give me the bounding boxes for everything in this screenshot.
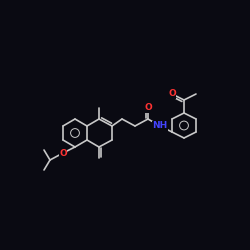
Text: NH: NH bbox=[152, 122, 168, 130]
Text: O: O bbox=[168, 90, 176, 98]
Text: O: O bbox=[144, 104, 152, 112]
Text: O: O bbox=[59, 148, 67, 158]
